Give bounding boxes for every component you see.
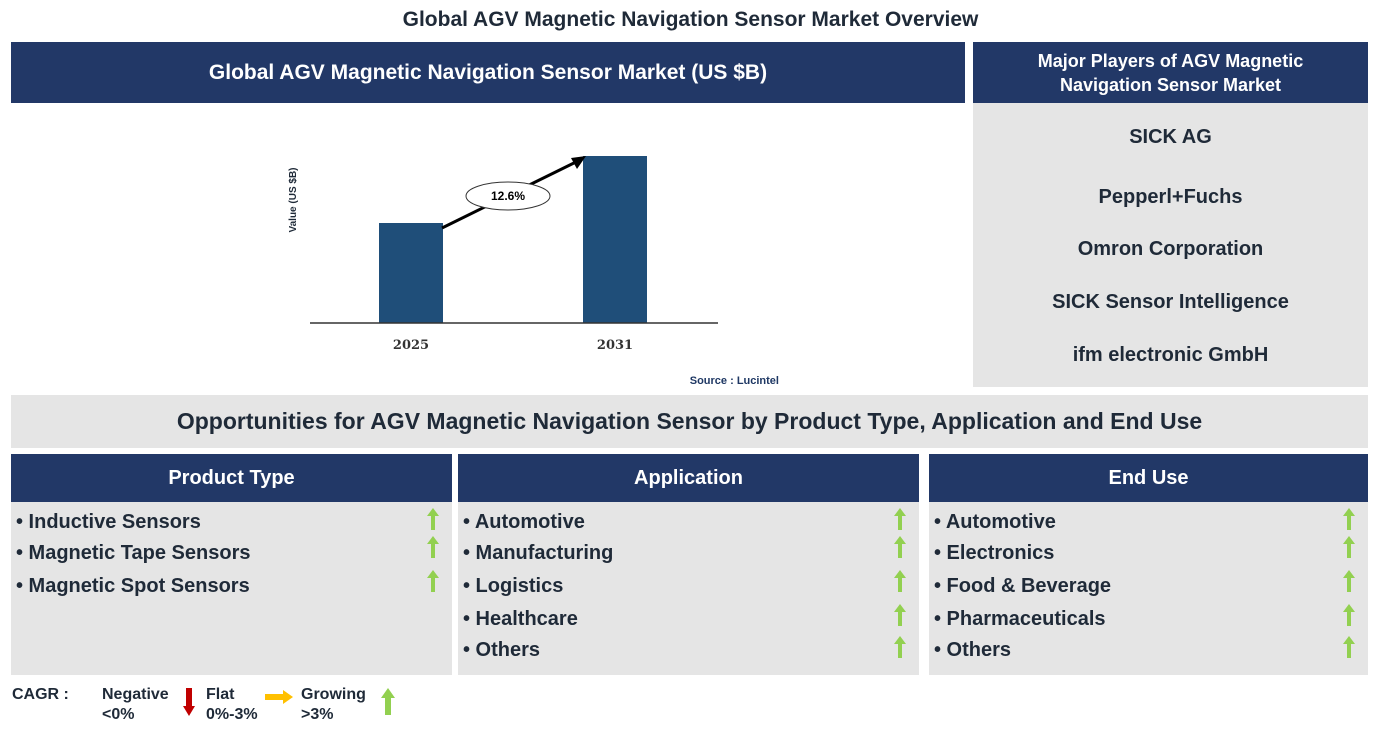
growing-arrow-icon (894, 536, 906, 558)
legend-negative-name: Negative (102, 686, 169, 703)
cagr-ellipse (465, 181, 551, 211)
growing-arrow-icon (894, 636, 906, 658)
list-item: • Automotive (463, 511, 585, 533)
chart-svg: Value (US $B) 12.6% 2025 2031 Source : L… (288, 156, 779, 387)
source-note: Source : Lucintel (690, 375, 779, 387)
list-item: • Food & Beverage (934, 575, 1112, 597)
chart-header: Global AGV Magnetic Navigation Sensor Ma… (11, 42, 965, 103)
y-axis-label: Value (US $B) (288, 167, 299, 232)
legend-growing-range: >3% (301, 706, 334, 723)
growing-arrow-icon (381, 688, 395, 715)
end-use-header: End Use (929, 454, 1368, 502)
growing-arrow-icon (427, 570, 439, 592)
legend-label: CAGR : (12, 686, 69, 703)
player-item: ifm electronic GmbH (1072, 344, 1269, 366)
legend-flat-name: Flat (206, 686, 235, 703)
legend-negative-range: <0% (102, 706, 135, 723)
product-type-header: Product Type (11, 454, 452, 502)
growing-arrow-icon (1343, 536, 1355, 558)
bar-2031 (583, 156, 647, 323)
list-item: • Inductive Sensors (16, 511, 201, 533)
list-item: • Manufacturing (463, 542, 614, 564)
legend-growing-name: Growing (301, 686, 366, 703)
legend-negative: Negative <0% (102, 685, 169, 725)
player-item: SICK Sensor Intelligence (1052, 291, 1289, 313)
bar-2025 (379, 223, 443, 323)
list-item: • Healthcare (463, 608, 578, 630)
growing-arrow-icon (894, 570, 906, 592)
bar-chart: Value (US $B) 12.6% 2025 2031 Source : L… (280, 140, 800, 390)
player-item: Omron Corporation (1077, 238, 1264, 260)
list-item: • Pharmaceuticals (934, 608, 1106, 630)
list-item: • Logistics (463, 575, 564, 597)
product-type-list: • Inductive Sensors • Magnetic Tape Sens… (11, 502, 452, 675)
arrow-head-icon (571, 156, 586, 169)
growing-arrow-icon (894, 508, 906, 530)
player-item: SICK AG (1129, 126, 1212, 148)
cagr-value: 12.6% (491, 189, 525, 203)
negative-arrow-icon (183, 688, 195, 716)
x-tick-2025: 2025 (393, 338, 429, 353)
growing-arrow-icon (427, 536, 439, 558)
application-header: Application (458, 454, 919, 502)
end-use-list: • Automotive • Electronics • Food & Beve… (929, 502, 1368, 675)
growing-arrow-icon (427, 508, 439, 530)
players-header: Major Players of AGV Magnetic Navigation… (973, 42, 1368, 103)
growing-arrow-icon (1343, 508, 1355, 530)
list-item: • Others (934, 639, 1012, 661)
legend-growing: Growing >3% (301, 685, 366, 725)
list-item: • Electronics (934, 542, 1055, 564)
growing-arrow-icon (894, 604, 906, 626)
growing-arrow-icon (1343, 570, 1355, 592)
application-list: • Automotive • Manufacturing • Logistics… (458, 502, 919, 675)
list-item: • Magnetic Tape Sensors (16, 542, 251, 564)
growing-arrow-icon (1343, 636, 1355, 658)
list-item: • Others (463, 639, 541, 661)
player-item: Pepperl+Fuchs (1098, 186, 1243, 208)
flat-arrow-icon (265, 690, 293, 704)
opportunities-header: Opportunities for AGV Magnetic Navigatio… (11, 395, 1368, 448)
legend-flat-range: 0%-3% (206, 706, 258, 723)
x-tick-2031: 2031 (597, 338, 633, 353)
players-list: SICK AG Pepperl+Fuchs Omron Corporation … (973, 103, 1368, 387)
page-title: Global AGV Magnetic Navigation Sensor Ma… (402, 8, 979, 31)
growing-arrow-icon (1343, 604, 1355, 626)
list-item: • Magnetic Spot Sensors (16, 575, 250, 597)
list-item: • Automotive (934, 511, 1056, 533)
legend-flat: Flat 0%-3% (206, 685, 258, 725)
